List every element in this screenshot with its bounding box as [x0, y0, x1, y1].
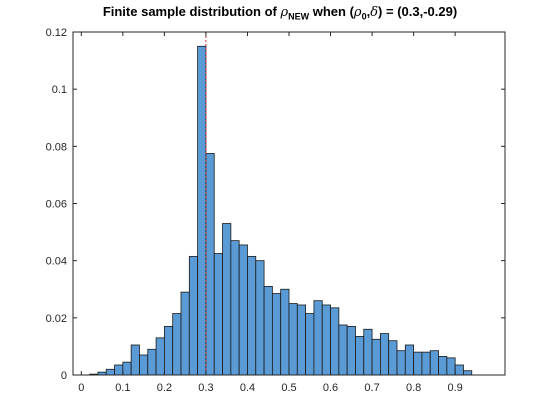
y-axis-ticks: 0 0.02 0.04 0.06 0.08 0.1 0.12 — [46, 27, 505, 382]
x-tick-label: 0.1 — [115, 382, 130, 394]
y-tick-label: 0.04 — [46, 256, 67, 268]
histogram-bar — [205, 153, 215, 376]
histogram-bar — [330, 307, 340, 376]
x-tick-label: 0 — [78, 382, 84, 394]
histogram-bar — [188, 255, 199, 376]
x-tick-label: 0.5 — [281, 382, 296, 394]
histogram-bar — [255, 260, 265, 376]
y-tick-label: 0.1 — [52, 84, 67, 96]
histogram-bar — [305, 313, 315, 376]
histogram-bar — [338, 324, 348, 376]
histogram-bar — [379, 333, 390, 376]
x-axis-ticks: 0 0.1 0.2 0.3 0.4 0.5 0.6 0.7 0.8 0.9 — [78, 32, 463, 394]
x-tick-label: 0.9 — [448, 382, 463, 394]
histogram-bar — [371, 338, 381, 376]
histogram-bar — [446, 357, 456, 376]
y-tick-label: 0.08 — [46, 141, 67, 153]
histogram-bar — [288, 303, 298, 376]
histogram-bar — [363, 328, 373, 376]
histogram-bar — [247, 255, 257, 376]
histogram-bar — [197, 45, 207, 376]
histogram-bar — [213, 253, 223, 376]
x-tick-label: 0.8 — [406, 382, 421, 394]
x-tick-label: 0.4 — [240, 382, 255, 394]
histogram-bar — [263, 285, 273, 376]
histogram-bar — [114, 364, 124, 376]
histogram-bar — [404, 344, 415, 376]
histogram-bar — [313, 300, 323, 376]
histogram-bar — [139, 354, 149, 376]
histogram-bar — [238, 244, 248, 376]
x-tick-label: 0.6 — [323, 382, 338, 394]
histogram-bar — [429, 350, 439, 376]
chart-title: Finite sample distribution of ρNEW when … — [102, 4, 458, 22]
histogram-bars — [89, 45, 473, 376]
histogram-bar — [438, 356, 448, 376]
histogram-bar — [271, 293, 282, 376]
x-tick-label: 0.2 — [157, 382, 172, 394]
y-tick-label: 0.12 — [46, 27, 67, 39]
histogram-bar — [230, 240, 240, 376]
histogram-bar — [454, 364, 464, 376]
x-tick-label: 0.3 — [198, 382, 213, 394]
histogram-bar — [180, 291, 190, 376]
histogram-bar — [280, 288, 290, 376]
histogram-bar — [413, 351, 423, 376]
histogram-bar — [396, 350, 406, 376]
histogram-bar — [163, 326, 174, 376]
histogram-bar — [222, 223, 232, 376]
histogram-bar — [105, 368, 115, 376]
histogram-bar — [421, 351, 431, 376]
histogram-bar — [388, 340, 398, 376]
histogram-bar — [155, 337, 165, 376]
histogram-bar — [122, 361, 132, 376]
y-tick-label: 0 — [61, 370, 67, 382]
histogram-bar — [346, 326, 356, 376]
y-tick-label: 0.06 — [46, 199, 67, 211]
x-tick-label: 0.7 — [364, 382, 379, 394]
histogram-bar — [355, 336, 365, 376]
histogram-bar — [172, 313, 182, 376]
histogram-bar — [463, 370, 473, 376]
y-tick-label: 0.02 — [46, 313, 67, 325]
histogram-bar — [296, 304, 307, 376]
histogram-bar — [147, 348, 157, 376]
histogram-bar — [321, 304, 331, 376]
histogram-bar — [130, 344, 140, 376]
